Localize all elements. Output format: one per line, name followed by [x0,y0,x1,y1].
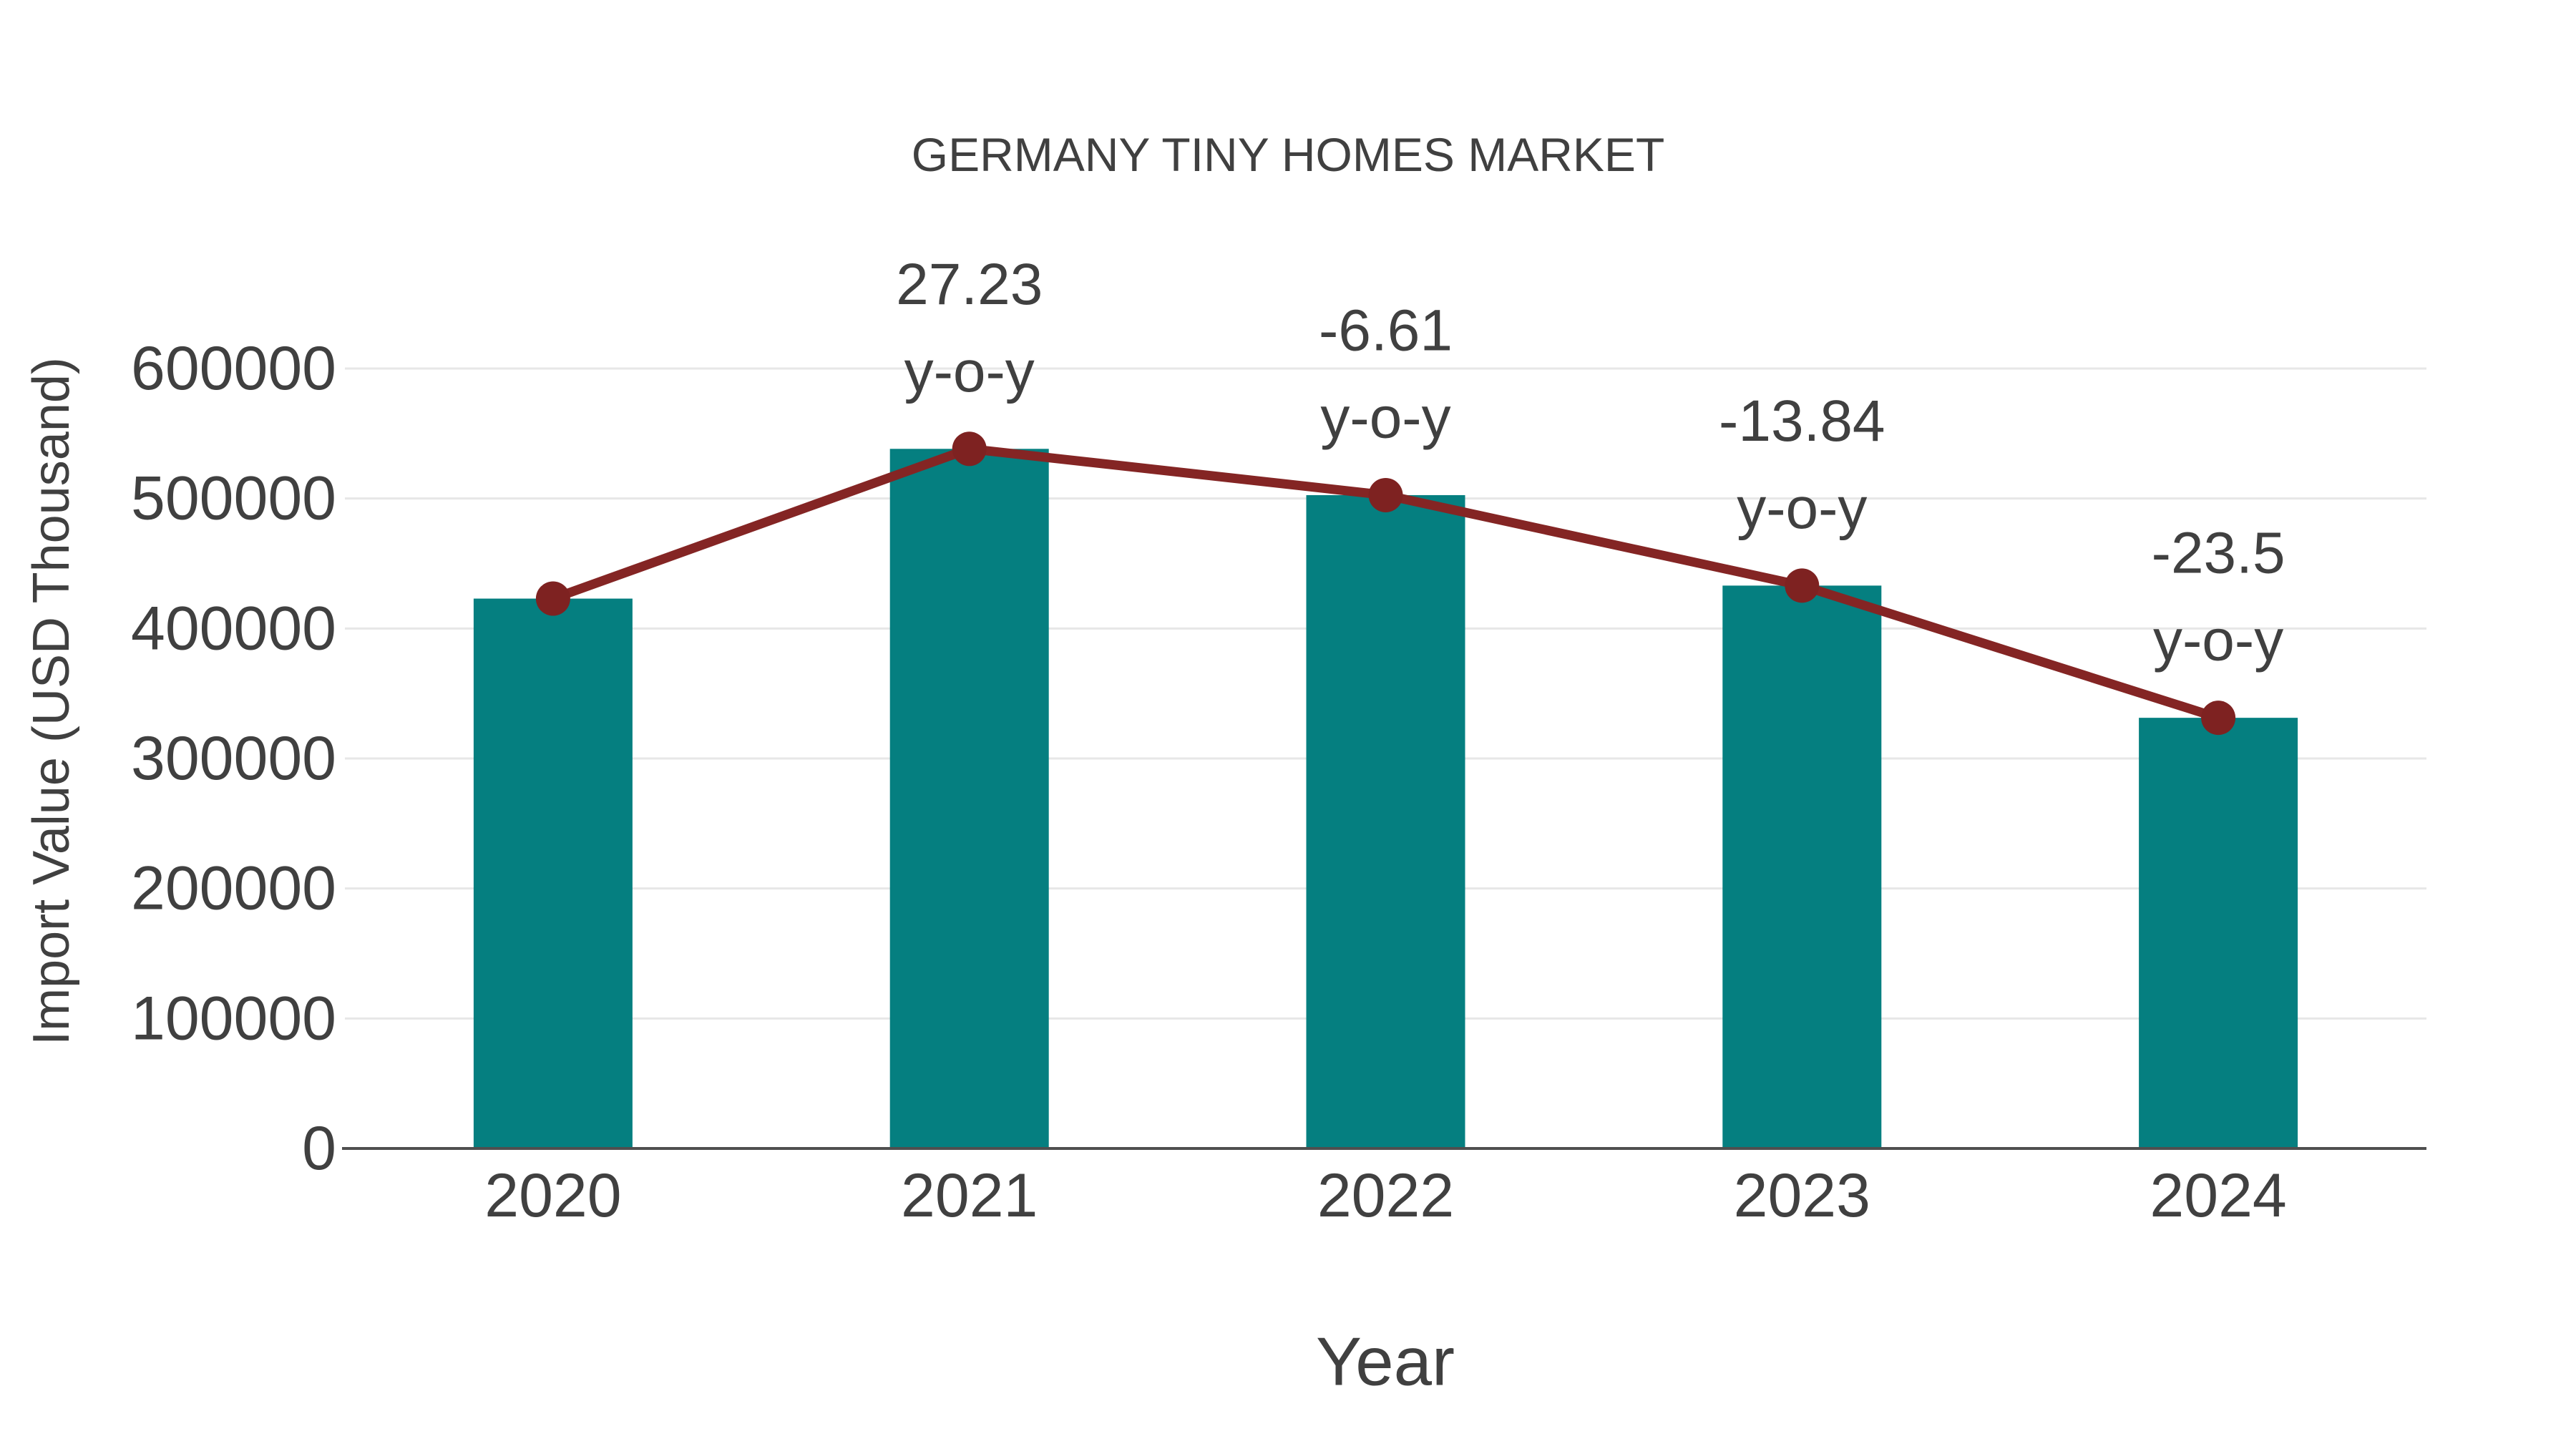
y-tick-label-100000: 100000 [131,984,336,1053]
yoy-suffix-label-2022: y-o-y [1320,385,1450,450]
yoy-value-label-2021: 27.23 [896,252,1043,317]
x-tick-label-2024: 2024 [2150,1161,2286,1230]
y-tick-label-300000: 300000 [131,724,336,793]
chart-title: GERMANY TINY HOMES MARKET [912,128,1665,181]
bar-2021 [889,449,1049,1148]
yoy-value-label-2022: -6.61 [1319,298,1453,363]
yoy-value-label-2024: -23.5 [2152,521,2285,586]
bar-series [473,449,2298,1148]
y-tick-label-500000: 500000 [131,464,336,533]
x-tick-label-2021: 2021 [901,1161,1038,1230]
x-tick-label-2023: 2023 [1734,1161,1870,1230]
trend-marker-2021 [952,431,987,467]
trend-marker-2024 [2201,701,2236,736]
yoy-suffix-label-2021: y-o-y [904,339,1035,404]
bar-2023 [1722,585,1882,1148]
y-tick-label-600000: 600000 [131,334,336,403]
bar-2020 [473,598,633,1148]
trend-marker-2020 [535,581,570,616]
y-tick-labels: 0 100000 200000 300000 400000 500000 600000 [131,334,336,1183]
y-tick-label-0: 0 [302,1114,336,1183]
yoy-suffix-label-2023: y-o-y [1737,476,1867,541]
trend-marker-2022 [1368,477,1403,512]
x-tick-label-2022: 2022 [1317,1161,1454,1230]
x-axis-title: Year [1316,1324,1455,1400]
bar-2022 [1306,494,1465,1148]
yoy-suffix-label-2024: y-o-y [2153,608,2283,673]
yoy-value-label-2023: -13.84 [1719,389,1885,454]
trend-marker-2023 [1785,568,1820,603]
y-axis-title: Import Value (USD Thousand) [23,357,80,1045]
x-tick-label-2020: 2020 [484,1161,621,1230]
x-tick-labels: 2020 2021 2022 2023 2024 [484,1161,2287,1230]
bar-2024 [2139,718,2298,1148]
y-tick-label-200000: 200000 [131,854,336,923]
point-labels: 27.23 y-o-y -6.61 y-o-y -13.84 y-o-y -23.5 y-o-… [896,252,2285,673]
trend-line-series [535,431,2236,736]
y-tick-label-400000: 400000 [131,594,336,663]
